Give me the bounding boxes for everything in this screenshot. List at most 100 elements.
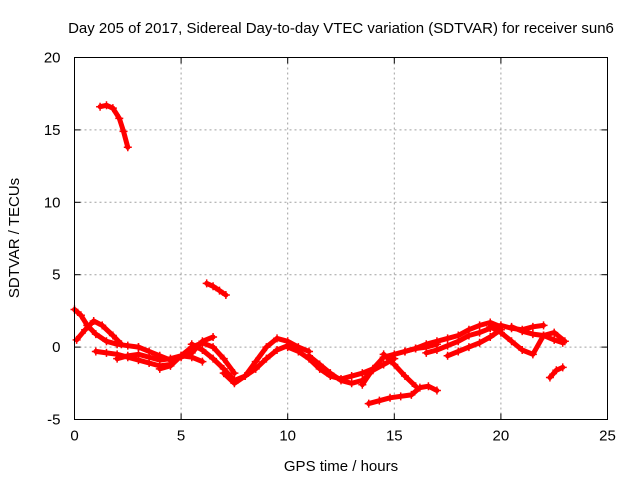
data-point <box>305 351 314 360</box>
series-trace-2 <box>72 317 126 349</box>
data-point <box>134 343 143 352</box>
data-point <box>219 354 228 363</box>
x-axis-label: GPS time / hours <box>284 458 398 475</box>
y-tick-label: 20 <box>44 50 61 67</box>
data-point <box>411 382 420 391</box>
data-point <box>198 345 207 354</box>
data-point <box>283 343 292 352</box>
data-point <box>241 372 250 381</box>
data-point <box>545 373 554 382</box>
data-point <box>91 330 100 339</box>
data-point <box>475 321 484 330</box>
data-point <box>96 102 105 111</box>
data-point <box>102 348 111 357</box>
series-trace <box>97 102 131 150</box>
data-point <box>134 350 143 359</box>
data-point <box>358 380 367 389</box>
data-point <box>422 348 431 357</box>
chart-title: Day 205 of 2017, Sidereal Day-to-day VTE… <box>68 20 614 37</box>
data-point <box>358 369 367 378</box>
data-point <box>89 317 98 326</box>
data-point <box>155 364 164 373</box>
data-point <box>117 340 126 349</box>
x-tick-labels: 0 5 10 15 20 25 <box>70 428 616 445</box>
data-point <box>486 322 495 331</box>
data-point <box>262 354 271 363</box>
data-point <box>198 338 207 347</box>
y-axis-label: SDTVAR / TECUs <box>6 178 23 298</box>
data-point <box>558 338 567 347</box>
y-tick-label: 5 <box>52 267 60 284</box>
data-point <box>464 331 473 340</box>
data-point <box>390 360 399 369</box>
y-tick-label: 0 <box>52 339 60 356</box>
data-point <box>407 390 416 399</box>
axis-ticks <box>74 57 608 420</box>
series-trace-14 <box>364 382 441 408</box>
data-point <box>145 347 154 356</box>
data-point <box>251 357 260 366</box>
data-point <box>528 322 537 331</box>
data-point <box>550 335 559 344</box>
data-point <box>496 328 505 337</box>
data-point <box>432 345 441 354</box>
data-point <box>215 286 224 295</box>
data-point <box>209 332 218 341</box>
data-point <box>422 340 431 349</box>
data-point <box>550 328 559 337</box>
x-tick-label: 15 <box>386 428 403 445</box>
data-point <box>98 321 107 330</box>
x-tick-label: 10 <box>279 428 296 445</box>
data-point <box>424 382 433 391</box>
data-point <box>364 399 373 408</box>
data-point <box>552 366 561 375</box>
data-point <box>432 386 441 395</box>
data-point <box>347 379 356 388</box>
data-point <box>81 325 90 334</box>
data-point <box>347 372 356 381</box>
data-point <box>273 345 282 354</box>
x-tick-label: 0 <box>70 428 78 445</box>
series-trace-4 <box>96 101 132 152</box>
data-point <box>273 334 282 343</box>
y-tick-label: 15 <box>44 122 61 139</box>
data-point <box>294 347 303 356</box>
data-point <box>219 369 228 378</box>
x-tick-label: 25 <box>599 428 616 445</box>
data-point <box>375 396 384 405</box>
data-point <box>411 344 420 353</box>
data-point <box>454 337 463 346</box>
plot-frame <box>74 57 608 420</box>
series-trace <box>402 320 504 354</box>
series-trace-16 <box>400 318 505 356</box>
data-point <box>390 350 399 359</box>
data-point <box>102 101 111 110</box>
data-point <box>230 379 239 388</box>
data-point <box>123 351 132 360</box>
x-tick-label: 20 <box>493 428 510 445</box>
data-point <box>475 338 484 347</box>
data-point <box>386 393 395 402</box>
data-point <box>230 369 239 378</box>
data-point <box>558 363 567 372</box>
data-point <box>198 357 207 366</box>
data-point <box>91 347 100 356</box>
data-point <box>155 351 164 360</box>
data-point <box>475 328 484 337</box>
data-point <box>486 332 495 341</box>
data-point <box>443 341 452 350</box>
data-point <box>400 372 409 381</box>
series-trace-21 <box>545 363 567 382</box>
data-point <box>123 341 132 350</box>
series-trace-19 <box>486 322 569 359</box>
data-point <box>72 335 81 344</box>
y-tick-label: -5 <box>47 412 60 429</box>
data-point <box>518 345 527 354</box>
data-point <box>119 127 128 136</box>
data-point <box>177 351 186 360</box>
data-point <box>202 279 211 288</box>
y-tick-labels: -5 0 5 10 15 20 <box>44 50 61 429</box>
x-tick-label: 5 <box>177 428 185 445</box>
data-point <box>539 331 548 340</box>
series-trace-10 <box>219 334 314 388</box>
